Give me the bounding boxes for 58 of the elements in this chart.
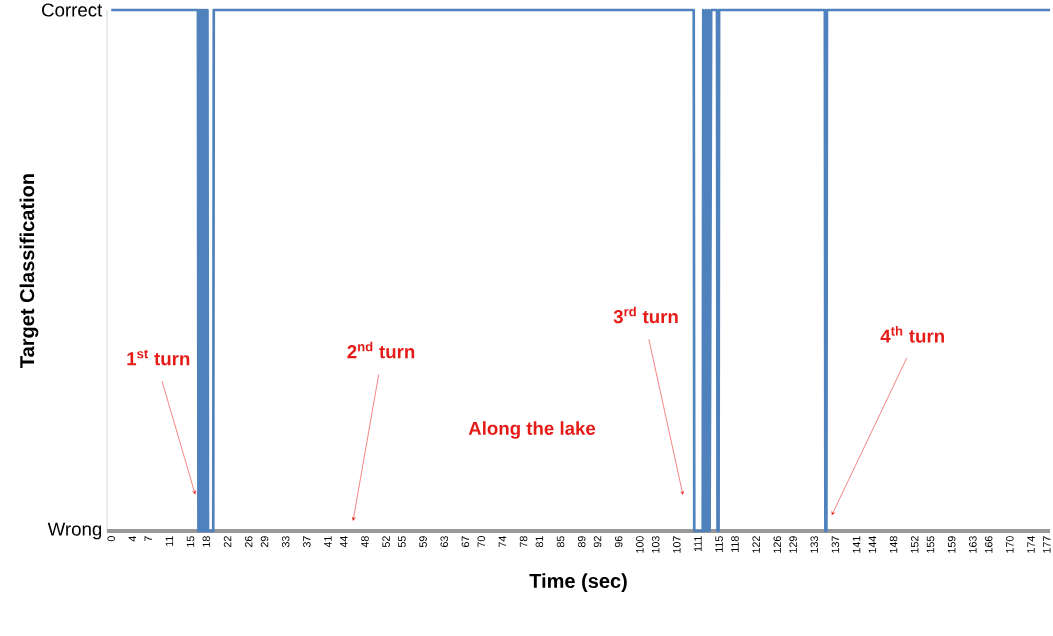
- x-tick-label: 63: [440, 536, 449, 548]
- x-tick-label: 89: [577, 536, 586, 548]
- x-tick-label: 15: [186, 536, 195, 547]
- text: Wrong: [47, 522, 102, 540]
- x-tick-label: 92: [593, 536, 602, 548]
- x-tick-label: 126: [773, 536, 782, 553]
- x-tick-label: 100: [636, 536, 644, 553]
- annotation: 4$^{th}$ turn: [880, 326, 944, 343]
- x-tick-label: 48: [361, 536, 369, 548]
- x-tick-label: 170: [1006, 536, 1014, 553]
- x-tick-label: 37: [303, 536, 311, 548]
- x-tick-label: 148: [889, 536, 898, 553]
- text: Correct: [42, 3, 103, 17]
- x-tick-label: 174: [1027, 536, 1035, 553]
- annotation: Along the lake: [468, 421, 596, 439]
- x-tick-label: 118: [731, 536, 739, 552]
- x-tick-label: 144: [868, 536, 877, 553]
- x-tick-label: 133: [810, 536, 819, 553]
- x-tick-label: 0: [107, 536, 116, 542]
- x-tick-label: 22: [223, 536, 232, 548]
- x-tick-label: 59: [419, 536, 427, 548]
- x-tick-label: 163: [969, 536, 977, 553]
- x-tick-label: 122: [752, 536, 760, 553]
- x-tick-label: 85: [556, 536, 565, 548]
- x-tick-label: 70: [477, 536, 486, 548]
- x-tick-label: 152: [910, 536, 919, 553]
- x-tick-label: 107: [673, 536, 681, 553]
- x-tick-label: 96: [614, 536, 623, 548]
- x-tick-label: 166: [984, 536, 993, 553]
- x-tick-label: 26: [244, 536, 253, 548]
- x-tick-label: 115: [715, 536, 723, 552]
- x-tick-label: 18: [202, 536, 211, 547]
- x-tick-label: 103: [651, 536, 660, 553]
- x-tick-label: 41: [324, 536, 332, 548]
- x-tick-label: 4: [128, 536, 137, 542]
- x-tick-label: 159: [947, 536, 956, 553]
- x-tick-label: 111: [694, 536, 702, 552]
- x-tick-label: 78: [519, 536, 528, 548]
- x-tick-label: 177: [1043, 536, 1051, 553]
- x-tick-label: 29: [260, 536, 269, 548]
- annotation: 2$^{nd}$ turn: [347, 341, 415, 359]
- x-tick-label: 55: [398, 536, 406, 548]
- x-tick-label: 137: [831, 536, 840, 553]
- x-tick-label: 129: [789, 536, 797, 553]
- x-tick-label: 11: [165, 536, 174, 546]
- x-tick-label: 81: [535, 536, 544, 548]
- x-tick-label: 52: [382, 536, 390, 548]
- annotation: 3$^{rd}$ turn: [613, 306, 678, 324]
- x-axis-title: Time (sec): [529, 573, 627, 592]
- x-tick-label: 155: [926, 536, 935, 553]
- y-axis-title: Target Classification: [19, 174, 39, 368]
- x-tick-label: 67: [461, 536, 470, 548]
- x-tick-label: 33: [281, 536, 290, 548]
- x-tick-label: 141: [852, 536, 861, 553]
- x-tick-label: 44: [340, 536, 348, 548]
- x-tick-label: 7: [144, 536, 152, 542]
- x-tick-label: 74: [498, 536, 507, 548]
- annotation: 1$^{st}$ turn: [127, 349, 190, 366]
